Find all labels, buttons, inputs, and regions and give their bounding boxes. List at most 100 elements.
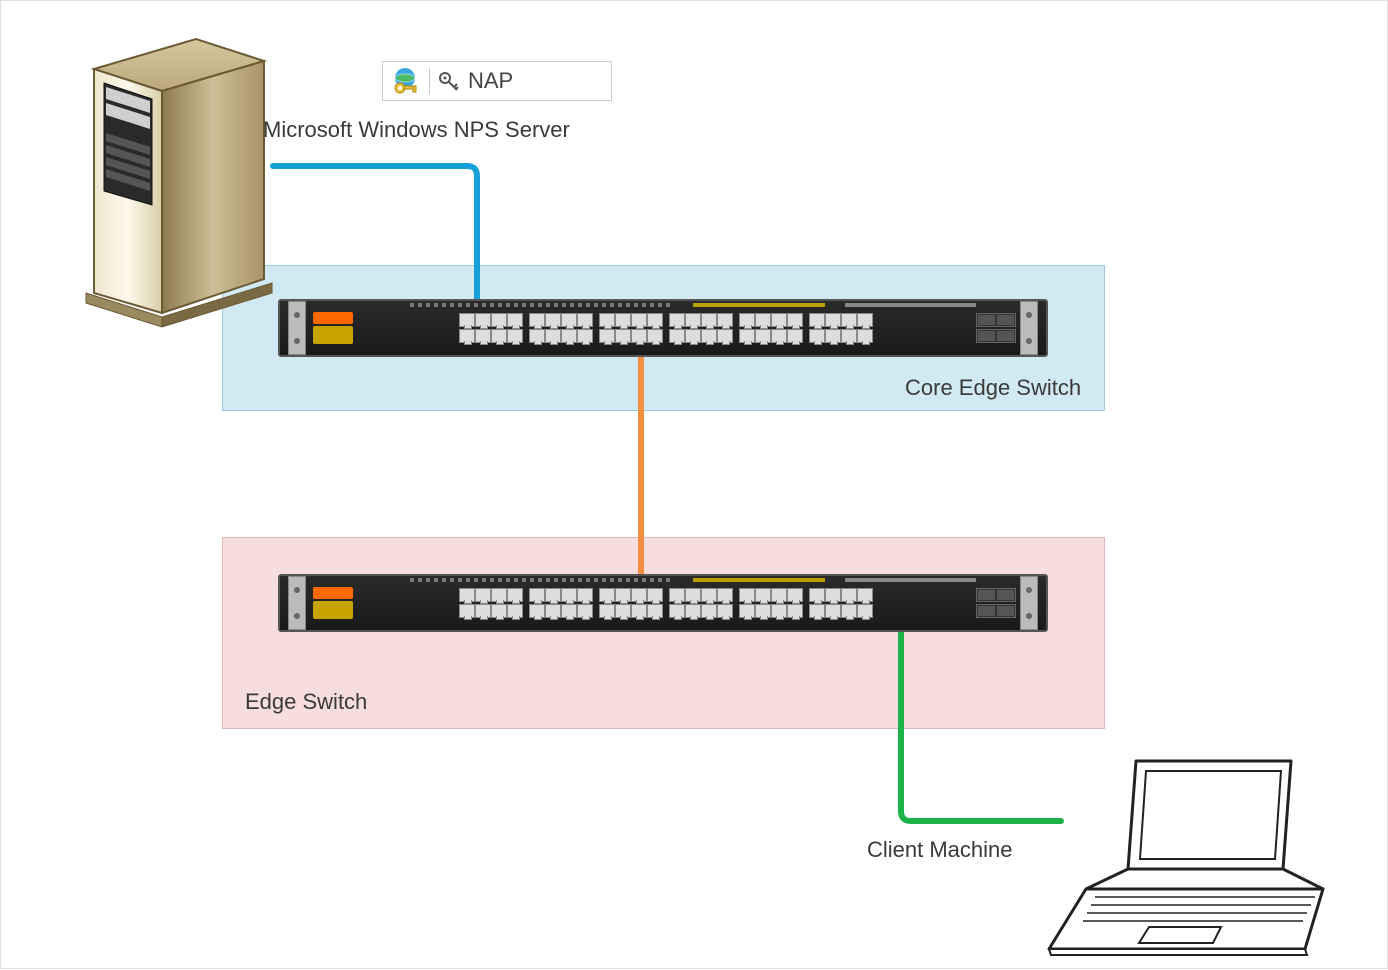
- ethernet-port: [615, 329, 631, 343]
- rack-ear-right: [1020, 301, 1038, 355]
- client-label: Client Machine: [867, 837, 1013, 863]
- ethernet-port: [717, 313, 733, 327]
- ethernet-port: [647, 604, 663, 618]
- ethernet-port: [599, 588, 615, 602]
- ethernet-port: [529, 329, 545, 343]
- ethernet-port: [507, 313, 523, 327]
- ethernet-port: [459, 313, 475, 327]
- ethernet-port: [631, 588, 647, 602]
- ethernet-port: [787, 313, 803, 327]
- ethernet-port: [475, 604, 491, 618]
- ethernet-port: [739, 604, 755, 618]
- ethernet-port: [599, 604, 615, 618]
- ethernet-port: [701, 588, 717, 602]
- ethernet-port: [787, 588, 803, 602]
- ethernet-port: [647, 588, 663, 602]
- ethernet-port: [825, 588, 841, 602]
- ethernet-port: [475, 329, 491, 343]
- ethernet-port: [669, 604, 685, 618]
- nap-separator: [429, 68, 430, 94]
- ethernet-port: [857, 588, 873, 602]
- switch-brand: [310, 576, 356, 630]
- ethernet-port: [771, 329, 787, 343]
- laptop-icon: [1031, 749, 1331, 959]
- ethernet-port: [507, 329, 523, 343]
- ethernet-port: [507, 588, 523, 602]
- ethernet-port: [669, 313, 685, 327]
- ethernet-port: [771, 588, 787, 602]
- ethernet-port: [529, 588, 545, 602]
- ethernet-port: [857, 329, 873, 343]
- ethernet-port: [755, 588, 771, 602]
- core-switch-label: Core Edge Switch: [905, 375, 1081, 401]
- ethernet-port: [809, 604, 825, 618]
- ethernet-port: [647, 313, 663, 327]
- ethernet-port: [717, 588, 733, 602]
- ethernet-port: [545, 588, 561, 602]
- ethernet-port: [529, 604, 545, 618]
- ethernet-port: [491, 313, 507, 327]
- ethernet-port: [577, 604, 593, 618]
- ethernet-port: [631, 329, 647, 343]
- ethernet-port: [717, 604, 733, 618]
- rack-ear-left: [288, 301, 306, 355]
- ethernet-port: [755, 329, 771, 343]
- ethernet-port: [459, 604, 475, 618]
- ethernet-port: [771, 604, 787, 618]
- server-icon: [76, 29, 276, 329]
- ethernet-port: [787, 329, 803, 343]
- ethernet-port: [561, 588, 577, 602]
- ethernet-port: [577, 329, 593, 343]
- ethernet-port: [825, 329, 841, 343]
- ethernet-port: [841, 588, 857, 602]
- ethernet-port: [577, 588, 593, 602]
- ethernet-port: [631, 313, 647, 327]
- edge-switch-label: Edge Switch: [245, 689, 367, 715]
- ethernet-port: [669, 588, 685, 602]
- server-label: Microsoft Windows NPS Server: [263, 117, 570, 143]
- sfp-slots: [976, 576, 1016, 630]
- ethernet-port: [685, 313, 701, 327]
- ethernet-port: [755, 313, 771, 327]
- ethernet-port: [615, 604, 631, 618]
- sfp-slots: [976, 301, 1016, 355]
- ethernet-port: [631, 604, 647, 618]
- ethernet-port: [857, 313, 873, 327]
- ethernet-port: [857, 604, 873, 618]
- ethernet-port: [599, 313, 615, 327]
- port-block: [360, 576, 972, 630]
- rack-ear-right: [1020, 576, 1038, 630]
- edge-switch: [278, 574, 1048, 632]
- ethernet-port: [615, 313, 631, 327]
- globe-key-icon: [391, 66, 421, 96]
- ethernet-port: [475, 588, 491, 602]
- rack-ear-left: [288, 576, 306, 630]
- ethernet-port: [459, 329, 475, 343]
- ethernet-port: [491, 604, 507, 618]
- ethernet-port: [545, 313, 561, 327]
- ethernet-port: [825, 313, 841, 327]
- ethernet-port: [809, 313, 825, 327]
- ethernet-port: [491, 588, 507, 602]
- ethernet-port: [577, 313, 593, 327]
- ethernet-port: [647, 329, 663, 343]
- ethernet-port: [615, 588, 631, 602]
- ethernet-port: [669, 329, 685, 343]
- key-icon: [438, 70, 460, 92]
- ethernet-port: [507, 604, 523, 618]
- ethernet-port: [529, 313, 545, 327]
- ethernet-port: [825, 604, 841, 618]
- ethernet-port: [561, 604, 577, 618]
- ethernet-port: [739, 313, 755, 327]
- ethernet-port: [771, 313, 787, 327]
- ethernet-port: [717, 329, 733, 343]
- ethernet-port: [685, 329, 701, 343]
- ethernet-port: [599, 329, 615, 343]
- ethernet-port: [755, 604, 771, 618]
- ethernet-port: [739, 588, 755, 602]
- ethernet-port: [561, 329, 577, 343]
- ethernet-port: [841, 604, 857, 618]
- ethernet-port: [809, 329, 825, 343]
- ethernet-port: [701, 604, 717, 618]
- switch-brand: [310, 301, 356, 355]
